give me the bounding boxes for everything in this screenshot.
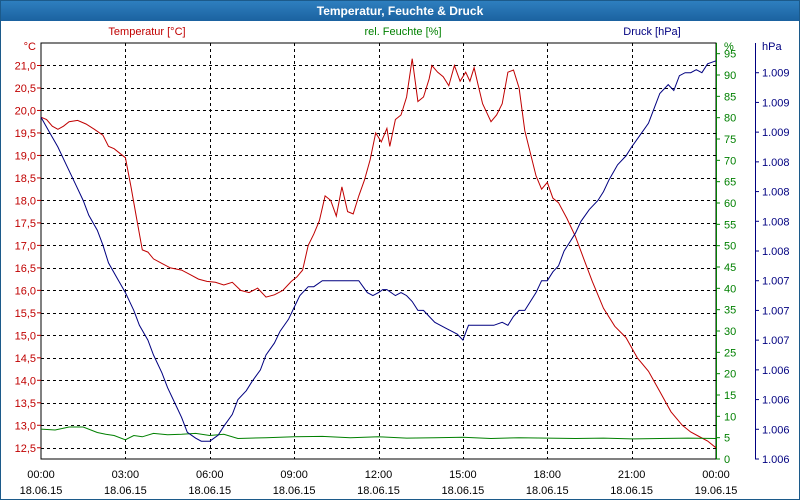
temp-tick-label: 14,0 (15, 375, 36, 387)
humidity-tick-label: 80 (724, 113, 736, 125)
humidity-tick-label: 65 (724, 177, 736, 189)
temp-tick-label: 13,0 (15, 420, 36, 432)
plot-area (40, 42, 717, 460)
x-tick-time: 00:00 (27, 469, 55, 481)
humidity-tick-label: 20 (724, 369, 736, 381)
humidity-unit-label: % (724, 41, 734, 53)
humidity-tick-label: 90 (724, 70, 736, 82)
pressure-tick-label: 1.009 (762, 127, 790, 139)
x-tick-time: 00:00 (702, 469, 730, 481)
humidity-tick-label: 85 (724, 91, 736, 103)
x-tick-time: 12:00 (365, 469, 393, 481)
temp-tick-label: 13,5 (15, 398, 36, 410)
temp-tick-label: 12,5 (15, 443, 36, 455)
humidity-tick-label: 0 (724, 454, 730, 466)
pressure-tick-label: 1.008 (762, 246, 790, 258)
x-tick-time: 21:00 (618, 469, 646, 481)
pressure-tick-label: 1.006 (762, 454, 790, 466)
pressure-unit-label: hPa (762, 41, 782, 53)
temp-tick-label: 18,0 (15, 195, 36, 207)
window-title: Temperatur, Feuchte & Druck (1, 1, 799, 21)
pressure-tick-label: 1.008 (762, 216, 790, 228)
x-tick-date: 18.06.15 (273, 485, 316, 497)
temp-tick-label: 15,5 (15, 308, 36, 320)
legend-temperature: Temperatur [°C] (108, 26, 185, 38)
temp-tick-label: 19,5 (15, 128, 36, 140)
legend-pressure: Druck [hPa] (623, 26, 680, 38)
x-tick-date: 18.06.15 (188, 485, 231, 497)
x-tick-time: 03:00 (112, 469, 140, 481)
series-line-temperature (40, 58, 717, 449)
pressure-tick-label: 1.009 (762, 68, 790, 80)
temp-tick-label: 19,0 (15, 150, 36, 162)
series-line-humidity (40, 426, 717, 441)
humidity-tick-label: 50 (724, 241, 736, 253)
humidity-tick-label: 25 (724, 347, 736, 359)
temp-tick-label: 17,5 (15, 218, 36, 230)
humidity-tick-label: 10 (724, 411, 736, 423)
humidity-tick-label: 60 (724, 198, 736, 210)
pressure-tick-label: 1.006 (762, 365, 790, 377)
pressure-tick-label: 1.007 (762, 335, 790, 347)
humidity-tick-label: 95 (724, 49, 736, 61)
pressure-tick-label: 1.008 (762, 187, 790, 199)
humidity-tick-label: 55 (724, 219, 736, 231)
pressure-tick-label: 1.009 (762, 97, 790, 109)
temp-tick-label: 16,5 (15, 263, 36, 275)
humidity-tick-label: 30 (724, 326, 736, 338)
x-tick-time: 06:00 (196, 469, 224, 481)
humidity-tick-label: 35 (724, 305, 736, 317)
pressure-tick-label: 1.008 (762, 157, 790, 169)
temp-tick-label: 17,0 (15, 240, 36, 252)
temp-tick-label: 16,0 (15, 285, 36, 297)
temp-tick-label: 14,5 (15, 353, 36, 365)
x-tick-date: 18.06.15 (441, 485, 484, 497)
x-tick-date: 18.06.15 (610, 485, 653, 497)
pressure-tick-label: 1.007 (762, 276, 790, 288)
legend-humidity: rel. Feuchte [%] (364, 26, 441, 38)
x-tick-date: 18.06.15 (357, 485, 400, 497)
humidity-tick-label: 40 (724, 283, 736, 295)
humidity-tick-label: 45 (724, 262, 736, 274)
x-tick-date: 18.06.15 (526, 485, 569, 497)
temp-tick-label: 20,5 (15, 83, 36, 95)
temp-unit-label: °C (24, 41, 36, 53)
humidity-tick-label: 15 (724, 390, 736, 402)
pressure-tick-label: 1.007 (762, 305, 790, 317)
humidity-tick-label: 75 (724, 134, 736, 146)
temp-tick-label: 18,5 (15, 173, 36, 185)
x-tick-time: 18:00 (533, 469, 561, 481)
temp-tick-label: 21,0 (15, 60, 36, 72)
temp-tick-label: 15,0 (15, 330, 36, 342)
x-tick-date: 18.06.15 (20, 485, 63, 497)
humidity-tick-label: 70 (724, 155, 736, 167)
humidity-tick-label: 5 (724, 433, 730, 445)
x-tick-date: 19.06.15 (695, 485, 738, 497)
temp-tick-label: 20,0 (15, 105, 36, 117)
pressure-tick-label: 1.006 (762, 395, 790, 407)
x-tick-time: 09:00 (280, 469, 308, 481)
x-tick-time: 15:00 (449, 469, 477, 481)
x-tick-date: 18.06.15 (104, 485, 147, 497)
pressure-tick-label: 1.006 (762, 424, 790, 436)
series-line-pressure (40, 60, 717, 442)
